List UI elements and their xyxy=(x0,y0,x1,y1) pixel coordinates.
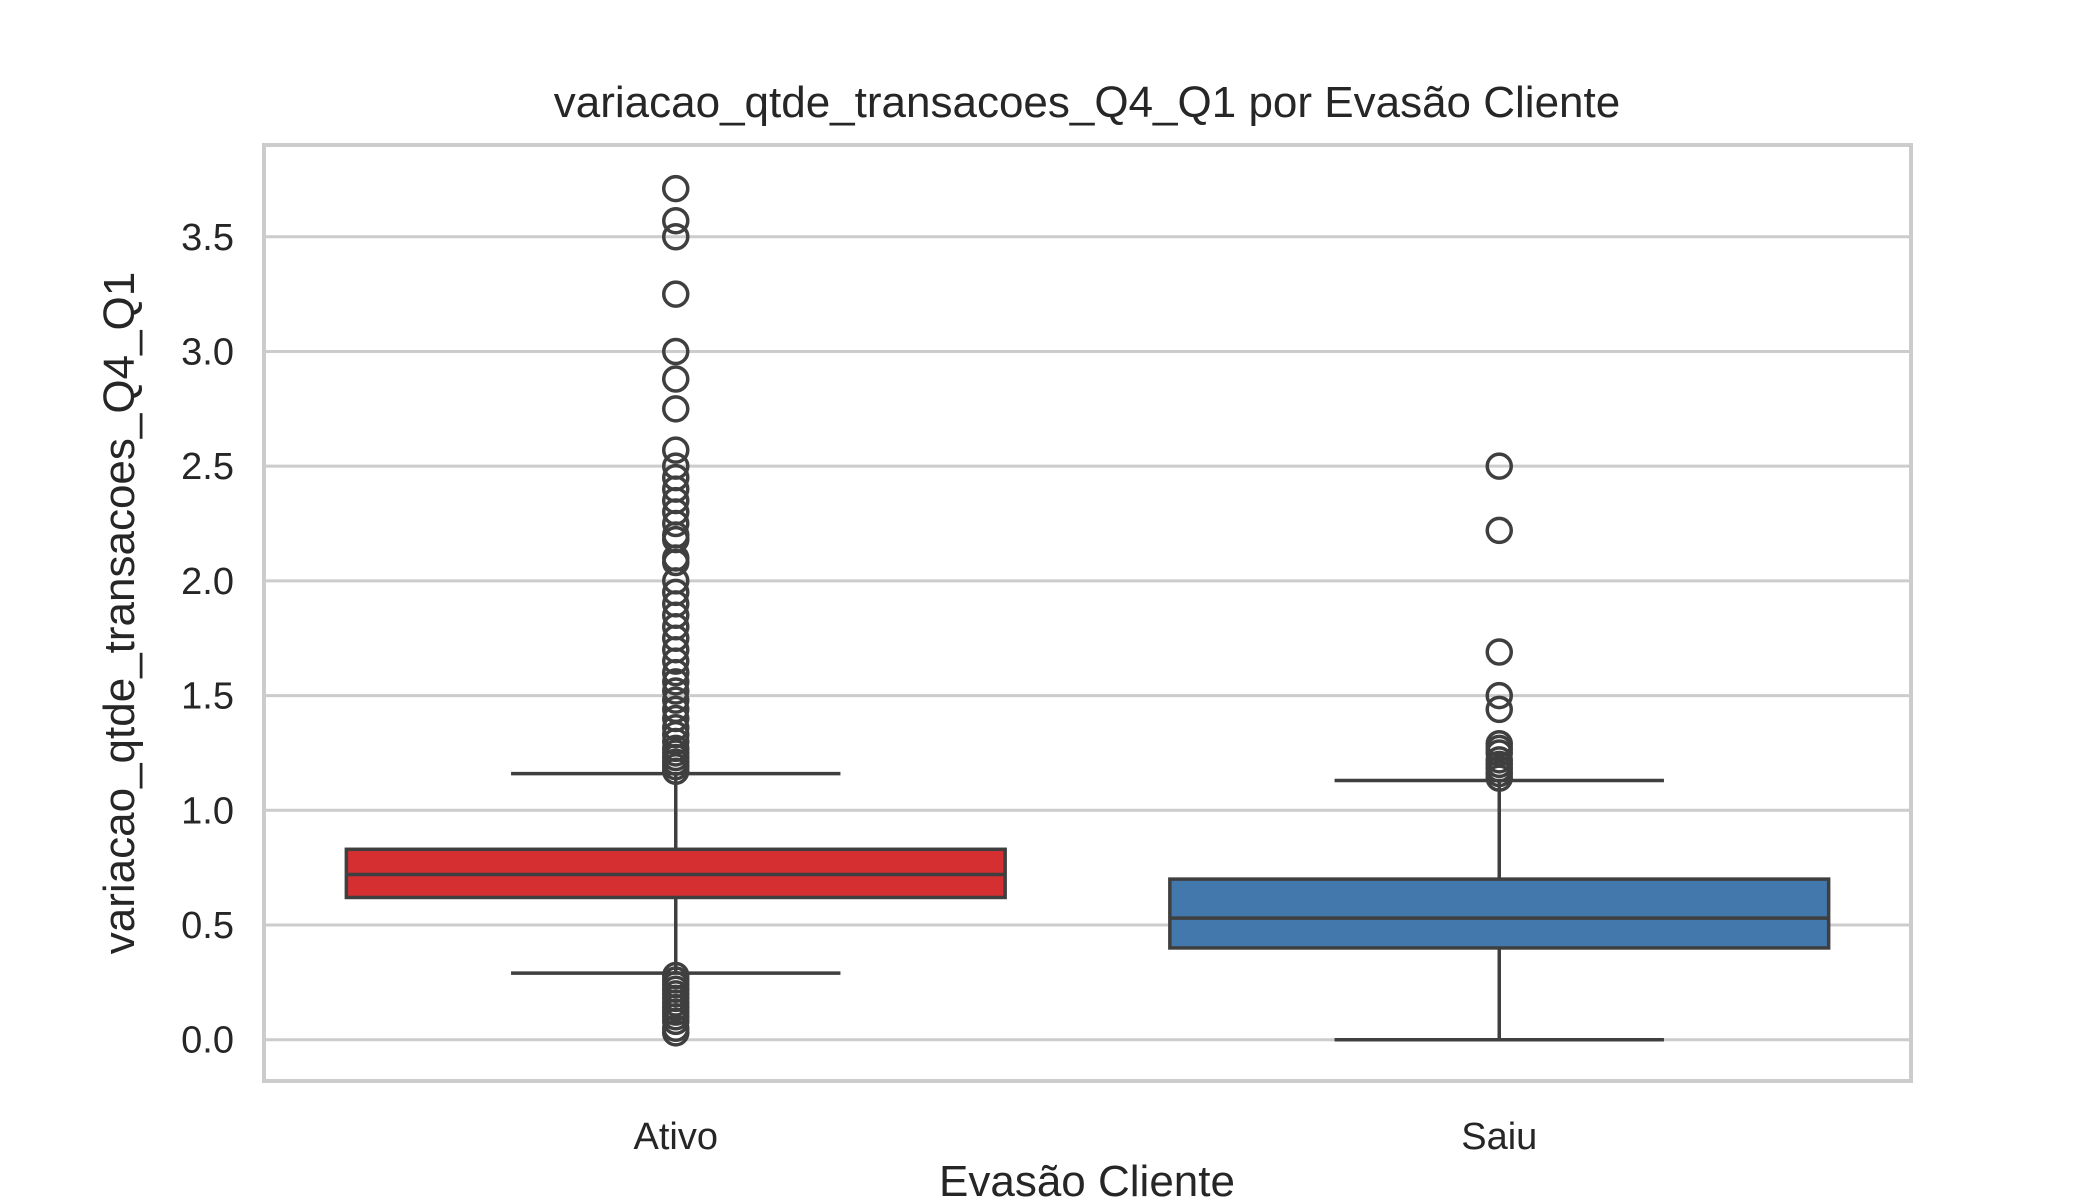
y-tick-label: 1.5 xyxy=(181,676,234,718)
outlier-point xyxy=(1485,695,1513,724)
chart-title: variacao_qtde_transacoes_Q4_Q1 por Evasã… xyxy=(554,78,1620,127)
box-group xyxy=(344,174,1007,1047)
outlier-point xyxy=(662,337,690,366)
outlier-point xyxy=(662,365,690,393)
outlier-point xyxy=(1485,638,1513,666)
y-tick-label: 0.5 xyxy=(181,905,234,947)
outlier-point xyxy=(662,695,690,724)
outlier-point xyxy=(662,704,690,733)
y-tick-label: 3.0 xyxy=(181,331,234,373)
outlier-point xyxy=(662,961,690,990)
x-axis-label: Evasão Cliente xyxy=(939,1157,1235,1200)
y-tick-label: 2.0 xyxy=(181,561,234,603)
y-tick-label: 1.0 xyxy=(181,790,234,832)
y-axis-label: variacao_qtde_transacoes_Q4_Q1 xyxy=(95,272,144,954)
y-tick-label: 0.0 xyxy=(181,1020,234,1062)
outlier-point xyxy=(662,686,690,714)
outlier-point xyxy=(662,206,690,235)
outlier-point xyxy=(1485,730,1513,758)
outlier-point xyxy=(662,280,690,308)
outlier-point xyxy=(662,578,690,607)
box-iqr xyxy=(1168,877,1831,950)
outlier-point xyxy=(662,174,690,203)
box-group xyxy=(1168,452,1831,1042)
x-tick-label: Saiu xyxy=(1461,1116,1537,1158)
y-tick-label: 3.5 xyxy=(181,217,234,259)
outlier-point xyxy=(662,713,690,742)
plot-frame xyxy=(262,143,1913,1083)
outlier-point xyxy=(662,223,690,251)
outlier-point xyxy=(662,677,690,705)
outlier-point xyxy=(662,436,690,464)
y-tick-labels: 0.0 0.5 1.0 1.5 2.0 2.5 3.0 3.5 xyxy=(181,217,234,1062)
outlier-point xyxy=(1485,681,1513,710)
x-tick-labels: Ativo Saiu xyxy=(634,1116,1538,1158)
y-tick-label: 2.5 xyxy=(181,446,234,488)
outlier-point xyxy=(662,734,690,763)
outlier-point xyxy=(662,395,690,423)
grid-lines xyxy=(264,235,1911,1042)
outlier-point xyxy=(1485,452,1513,480)
outlier-point xyxy=(1485,516,1513,545)
outlier-point xyxy=(662,452,690,480)
outlier-point xyxy=(662,668,690,696)
boxes xyxy=(344,174,1831,1047)
outlier-point xyxy=(662,463,690,492)
x-tick-label: Ativo xyxy=(634,1116,718,1158)
outlier-point xyxy=(1485,746,1513,774)
